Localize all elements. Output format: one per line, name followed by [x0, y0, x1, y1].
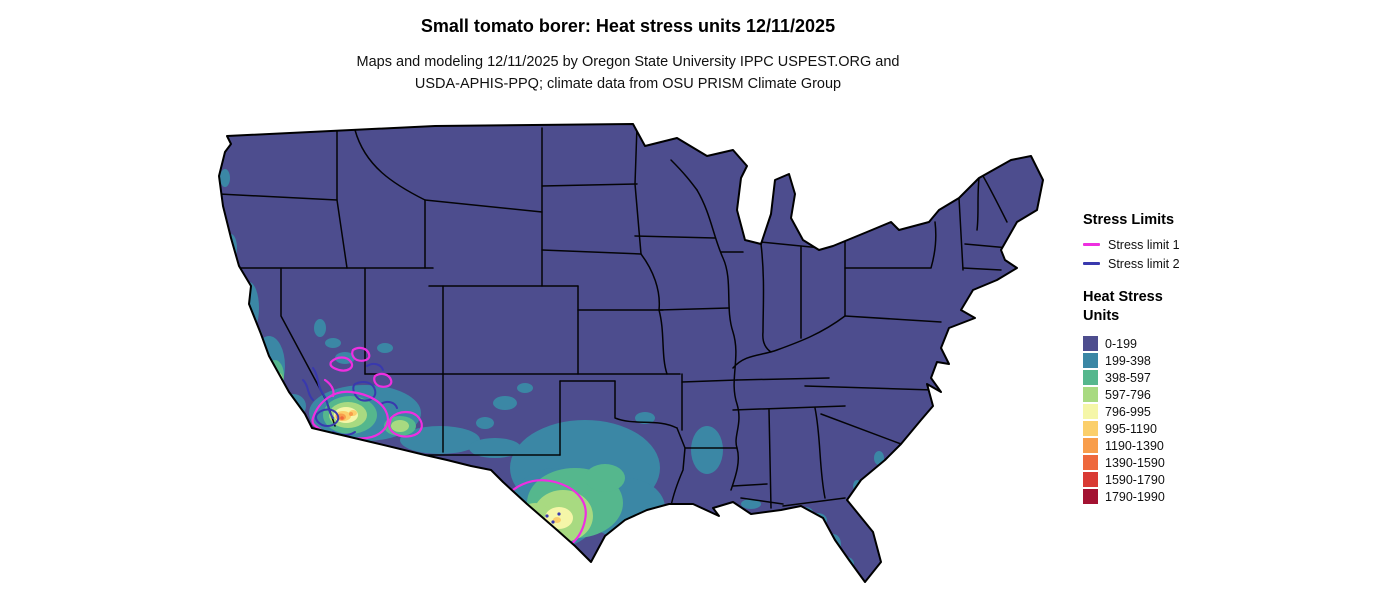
bin-label: 1390-1590 [1105, 455, 1165, 470]
legend-item-stress-limit-2: Stress limit 2 [1083, 256, 1293, 271]
bin-label: 796-995 [1105, 404, 1151, 419]
bin-label: 0-199 [1105, 336, 1137, 351]
bin-swatch [1083, 370, 1098, 385]
legend-bin-row: 1190-1390 [1083, 437, 1293, 454]
stress-limit-1-label: Stress limit 1 [1108, 237, 1180, 252]
legend-bin-row: 995-1190 [1083, 420, 1293, 437]
heat-stress-units-heading: Heat Stress Units [1083, 288, 1293, 326]
legend-bin-row: 398-597 [1083, 369, 1293, 386]
legend-bin-row: 1790-1990 [1083, 488, 1293, 505]
heat-stress-heading-line-1: Heat Stress [1083, 289, 1163, 305]
us-outline [218, 123, 1044, 583]
bin-swatch [1083, 404, 1098, 419]
stress-limit-1-swatch [1083, 243, 1100, 246]
legend-bin-row: 1390-1590 [1083, 454, 1293, 471]
legend: Stress Limits Stress limit 1 Stress limi… [1083, 212, 1293, 505]
state-borders [219, 125, 1010, 509]
legend-item-stress-limit-1: Stress limit 1 [1083, 237, 1293, 252]
subtitle-line-2: USDA-APHIS-PPQ; climate data from OSU PR… [414, 76, 842, 92]
us-map-svg [218, 123, 1044, 583]
bin-label: 597-796 [1105, 387, 1151, 402]
bin-label: 1790-1990 [1105, 489, 1165, 504]
stress-limits-heading: Stress Limits [1083, 212, 1175, 228]
bin-label: 398-597 [1105, 370, 1151, 385]
heat-stress-heading-line-2: Units [1083, 308, 1120, 324]
bin-swatch [1083, 455, 1098, 470]
bin-swatch [1083, 421, 1098, 436]
legend-bin-row: 796-995 [1083, 403, 1293, 420]
bin-label: 1590-1790 [1105, 472, 1165, 487]
bin-swatch [1083, 387, 1098, 402]
us-heat-stress-map [185, 118, 1065, 588]
legend-bin-row: 597-796 [1083, 386, 1293, 403]
legend-bin-row: 1590-1790 [1083, 471, 1293, 488]
bin-label: 199-398 [1105, 353, 1151, 368]
stress-limit-2-swatch [1083, 262, 1100, 265]
bin-swatch [1083, 472, 1098, 487]
bin-swatch [1083, 489, 1098, 504]
bin-swatch [1083, 353, 1098, 368]
page-title: Small tomato borer: Heat stress units 12… [420, 16, 836, 36]
heat-region-1390-1590 [340, 416, 344, 420]
bin-swatch [1083, 438, 1098, 453]
stress-limit-2-label: Stress limit 2 [1108, 256, 1180, 271]
subtitle-line-1: Maps and modeling 12/11/2025 by Oregon S… [356, 54, 900, 70]
bin-label: 1190-1390 [1105, 438, 1164, 453]
legend-bin-row: 199-398 [1083, 352, 1293, 369]
bin-swatch [1083, 336, 1098, 351]
bin-label: 995-1190 [1105, 421, 1157, 436]
header: Small tomato borer: Heat stress units 12… [0, 16, 1256, 95]
legend-bin-row: 0-199 [1083, 335, 1293, 352]
